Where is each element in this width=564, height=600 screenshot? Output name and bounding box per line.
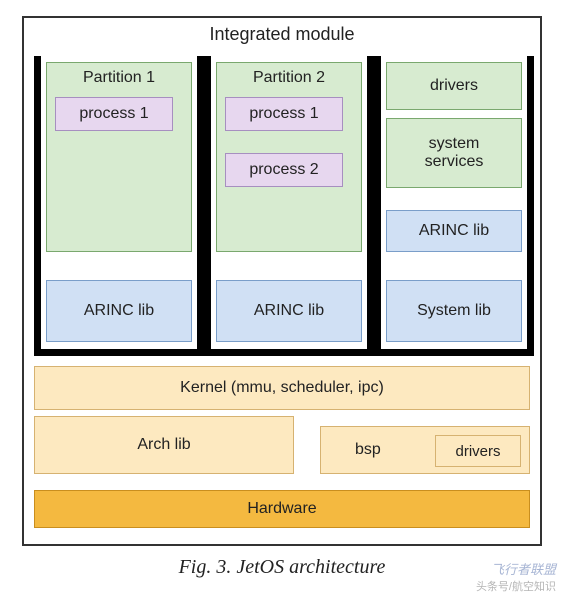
watermark-text: 头条号/航空知识 — [476, 578, 556, 594]
system-services-box: system services — [386, 118, 522, 188]
partition-zone: Partition 1 process 1 ARINC lib Partitio… — [34, 56, 530, 356]
divider-bar — [527, 56, 534, 356]
divider-bar — [367, 56, 374, 356]
arch-lib-label: Arch lib — [137, 436, 190, 454]
hardware-label: Hardware — [247, 500, 316, 518]
bsp-drivers-label: drivers — [455, 443, 500, 460]
divider-bar — [34, 349, 530, 356]
divider-bar — [204, 56, 211, 356]
process-box: process 1 — [225, 97, 343, 131]
arinc-lib-label: ARINC lib — [254, 302, 324, 320]
process-box: process 2 — [225, 153, 343, 187]
process-label: process 1 — [79, 105, 148, 122]
system-lib-box: System lib — [386, 280, 522, 342]
integrated-module-frame: Integrated module Partition 1 process 1 — [22, 16, 542, 546]
column-partition-1: Partition 1 process 1 ARINC lib — [46, 62, 192, 350]
column-partition-2: Partition 2 process 1 process 2 ARINC li… — [216, 62, 362, 350]
bsp-drivers-box: drivers — [435, 435, 521, 467]
bsp-box: bsp drivers — [320, 426, 530, 474]
arinc-lib-label: ARINC lib — [419, 222, 489, 240]
watermark-text: 飞行者联盟 — [491, 559, 556, 578]
figure-caption: Fig. 3. JetOS architecture — [0, 556, 564, 579]
drivers-label: drivers — [430, 77, 478, 95]
diagram-canvas: Integrated module Partition 1 process 1 — [0, 0, 564, 600]
process-label: process 1 — [249, 105, 318, 122]
arinc-lib-box: ARINC lib — [46, 280, 192, 342]
arinc-lib-label: ARINC lib — [84, 302, 154, 320]
bsp-label: bsp — [355, 441, 381, 459]
column-system: drivers system services ARINC lib System… — [386, 62, 522, 350]
kernel-zone: Kernel (mmu, scheduler, ipc) Arch lib bs… — [34, 366, 530, 534]
arch-lib-box: Arch lib — [34, 416, 294, 474]
partition-2-label: Partition 2 — [253, 69, 325, 86]
divider-bar — [34, 56, 41, 356]
integrated-module-title: Integrated module — [24, 24, 540, 45]
process-box: process 1 — [55, 97, 173, 131]
divider-bar — [197, 56, 204, 356]
drivers-box: drivers — [386, 62, 522, 110]
system-services-label: system services — [425, 135, 484, 171]
partition-2-box: Partition 2 process 1 process 2 — [216, 62, 362, 252]
process-label: process 2 — [249, 161, 318, 178]
hardware-box: Hardware — [34, 490, 530, 528]
partition-1-box: Partition 1 process 1 — [46, 62, 192, 252]
arinc-lib-box: ARINC lib — [386, 210, 522, 252]
system-lib-label: System lib — [417, 302, 491, 320]
kernel-box: Kernel (mmu, scheduler, ipc) — [34, 366, 530, 410]
kernel-label: Kernel (mmu, scheduler, ipc) — [180, 379, 384, 397]
partition-1-label: Partition 1 — [83, 69, 155, 86]
divider-bar — [374, 56, 381, 356]
arinc-lib-box: ARINC lib — [216, 280, 362, 342]
